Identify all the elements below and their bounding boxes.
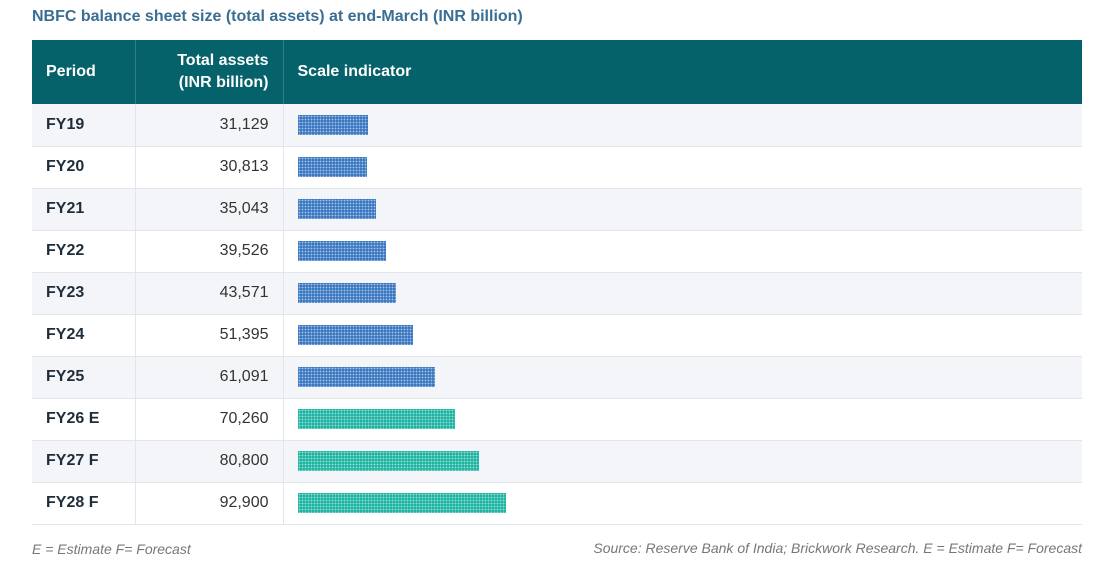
scale-cell [283, 482, 1082, 525]
total-assets-cell: 30,813 [135, 146, 284, 189]
scale-bar [297, 241, 386, 261]
period-cell: FY27 F [32, 440, 136, 483]
scale-cell [283, 230, 1082, 273]
table-row: FY23 43,571 [32, 272, 1082, 315]
table-row: FY21 35,043 [32, 188, 1082, 231]
scale-cell [283, 104, 1082, 147]
scale-bar [297, 409, 455, 429]
period-cell: FY22 [32, 230, 136, 273]
source-note: Source: Reserve Bank of India; Brickwork… [593, 540, 1082, 556]
total-assets-cell: 43,571 [135, 272, 284, 315]
period-cell: FY26 E [32, 398, 136, 441]
table-row: FY27 F 80,800 [32, 440, 1082, 483]
total-assets-cell: 92,900 [135, 482, 284, 525]
scale-bar [297, 199, 376, 219]
scale-bar [297, 451, 479, 471]
period-cell: FY24 [32, 314, 136, 357]
total-assets-cell: 35,043 [135, 188, 284, 231]
scale-bar [297, 493, 506, 513]
period-header: Period [32, 40, 136, 104]
table-row: FY24 51,395 [32, 314, 1082, 357]
scale-cell [283, 314, 1082, 357]
scale-cell [283, 356, 1082, 399]
scale-cell [283, 440, 1082, 483]
table-row: FY26 E 70,260 [32, 398, 1082, 441]
scale-bar [297, 283, 396, 303]
table-row: FY22 39,526 [32, 230, 1082, 273]
total-assets-cell: 70,260 [135, 398, 284, 441]
period-cell: FY21 [32, 188, 136, 231]
table-row: FY19 31,129 [32, 104, 1082, 147]
scale-bar [297, 367, 435, 387]
period-cell: FY28 F [32, 482, 136, 525]
scale-bar [297, 114, 368, 135]
scale-indicator-header: Scale indicator [283, 40, 1082, 104]
total-assets-cell: 61,091 [135, 356, 284, 399]
footnote-legend: E = Estimate F= Forecast [32, 541, 191, 557]
total-assets-header: Total assets (INR billion) [135, 40, 284, 104]
scale-bar [297, 157, 367, 177]
table-row: FY28 F 92,900 [32, 482, 1082, 525]
period-cell: FY25 [32, 356, 136, 399]
table-body: FY19 31,129 FY20 30,813 FY21 35,043 FY22 39,526… [32, 104, 1082, 525]
total-assets-cell: 51,395 [135, 314, 284, 357]
period-cell: FY20 [32, 146, 136, 189]
scale-cell [283, 398, 1082, 441]
table-row: FY20 30,813 [32, 146, 1082, 189]
total-assets-cell: 39,526 [135, 230, 284, 273]
total-assets-cell: 31,129 [135, 104, 284, 147]
total-assets-header-line1: Total assets [177, 52, 269, 69]
header-row: Period Total assets (INR billion) Scale … [32, 40, 1082, 104]
period-cell: FY23 [32, 272, 136, 315]
chart-title: NBFC balance sheet size (total assets) a… [32, 8, 523, 25]
scale-bar [297, 325, 413, 345]
scale-cell [283, 272, 1082, 315]
table-row: FY25 61,091 [32, 356, 1082, 399]
assets-table: Period Total assets (INR billion) Scale … [32, 40, 1082, 525]
total-assets-header-line2: (INR billion) [178, 74, 269, 91]
period-cell: FY19 [32, 104, 136, 147]
scale-cell [283, 146, 1082, 189]
scale-cell [283, 188, 1082, 231]
total-assets-cell: 80,800 [135, 440, 284, 483]
